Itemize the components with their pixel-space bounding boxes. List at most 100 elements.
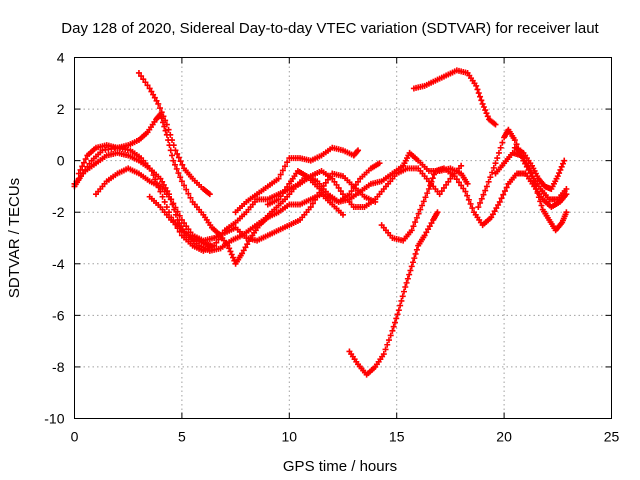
data-point [320, 182, 327, 189]
data-point [140, 76, 147, 83]
data-point [488, 214, 495, 221]
data-point [436, 191, 443, 198]
data-point [153, 97, 160, 104]
data-point [309, 200, 316, 207]
data-point [385, 337, 392, 344]
data-point [492, 160, 499, 167]
data-point [169, 137, 176, 144]
x-tick-label: 10 [282, 429, 298, 445]
data-point [179, 161, 186, 168]
data-point [168, 196, 175, 203]
data-point [497, 144, 504, 151]
data-point [403, 279, 410, 286]
data-point [240, 247, 247, 254]
plot-frame [74, 57, 612, 419]
data-point [480, 104, 487, 111]
data-point [151, 94, 158, 101]
data-point [445, 178, 452, 185]
data-point [135, 69, 142, 76]
data-point [279, 190, 286, 197]
data-point [277, 193, 284, 200]
y-tick-label: -2 [52, 204, 65, 220]
data-point [152, 176, 159, 183]
data-point [424, 190, 431, 197]
data-point [528, 169, 535, 176]
data-point [380, 351, 387, 358]
data-point [382, 346, 389, 353]
data-point [458, 182, 465, 189]
y-tick-label: -4 [52, 256, 65, 272]
data-point [384, 341, 391, 348]
data-point [412, 219, 419, 226]
axis-ticks [74, 57, 612, 419]
data-point [401, 288, 408, 295]
data-point [206, 191, 213, 198]
data-point [477, 199, 484, 206]
data-point [156, 112, 163, 119]
data-point [478, 97, 485, 104]
grid [74, 57, 612, 419]
data-point [451, 173, 458, 180]
data-point [155, 100, 162, 107]
data-point [438, 188, 445, 195]
data-point [455, 179, 462, 186]
data-point [484, 113, 491, 120]
data-point [406, 271, 413, 278]
data-point [398, 297, 405, 304]
data-point [511, 137, 518, 144]
data-point [408, 227, 415, 234]
data-point [146, 85, 153, 92]
data-point [160, 113, 167, 120]
data-point [172, 211, 179, 218]
data-point [376, 160, 383, 167]
data-point [485, 178, 492, 185]
data-point [175, 170, 182, 177]
data-point [170, 200, 177, 207]
data-point [453, 176, 460, 183]
data-point [419, 202, 426, 209]
data-point [482, 187, 489, 194]
data-point [474, 86, 481, 93]
data-point [324, 176, 331, 183]
data-point [82, 156, 89, 163]
data-point [407, 267, 414, 274]
data-point [563, 186, 570, 193]
data-point [230, 254, 237, 261]
data-point [174, 208, 181, 215]
data-point [408, 263, 415, 270]
data-point [282, 187, 289, 194]
data-point [348, 188, 355, 195]
data-point [475, 90, 482, 97]
data-point [443, 181, 450, 188]
data-point [158, 109, 165, 116]
data-point [425, 186, 432, 193]
data-point [489, 169, 496, 176]
data-point [395, 307, 402, 314]
data-point [491, 208, 498, 215]
data-point [307, 204, 314, 211]
data-point [501, 188, 508, 195]
data-point [75, 170, 82, 177]
data-point [559, 160, 566, 167]
data-point [80, 159, 87, 166]
data-point [175, 154, 182, 161]
data-point [346, 191, 353, 198]
data-point [181, 220, 188, 227]
data-point [478, 195, 485, 202]
data-point [178, 178, 185, 185]
data-point [157, 175, 164, 182]
y-tick-label: -8 [52, 359, 65, 375]
data-point [425, 226, 432, 233]
data-point [467, 200, 474, 207]
data-point [170, 157, 177, 164]
series-arc-14 [511, 144, 568, 193]
data-point [185, 190, 192, 197]
series-arc-4 [146, 193, 215, 249]
series-arc-13 [492, 149, 570, 234]
data-point [161, 198, 168, 205]
data-point [178, 216, 185, 223]
data-point [144, 82, 151, 89]
data-point [159, 178, 166, 185]
data-point [411, 255, 418, 262]
